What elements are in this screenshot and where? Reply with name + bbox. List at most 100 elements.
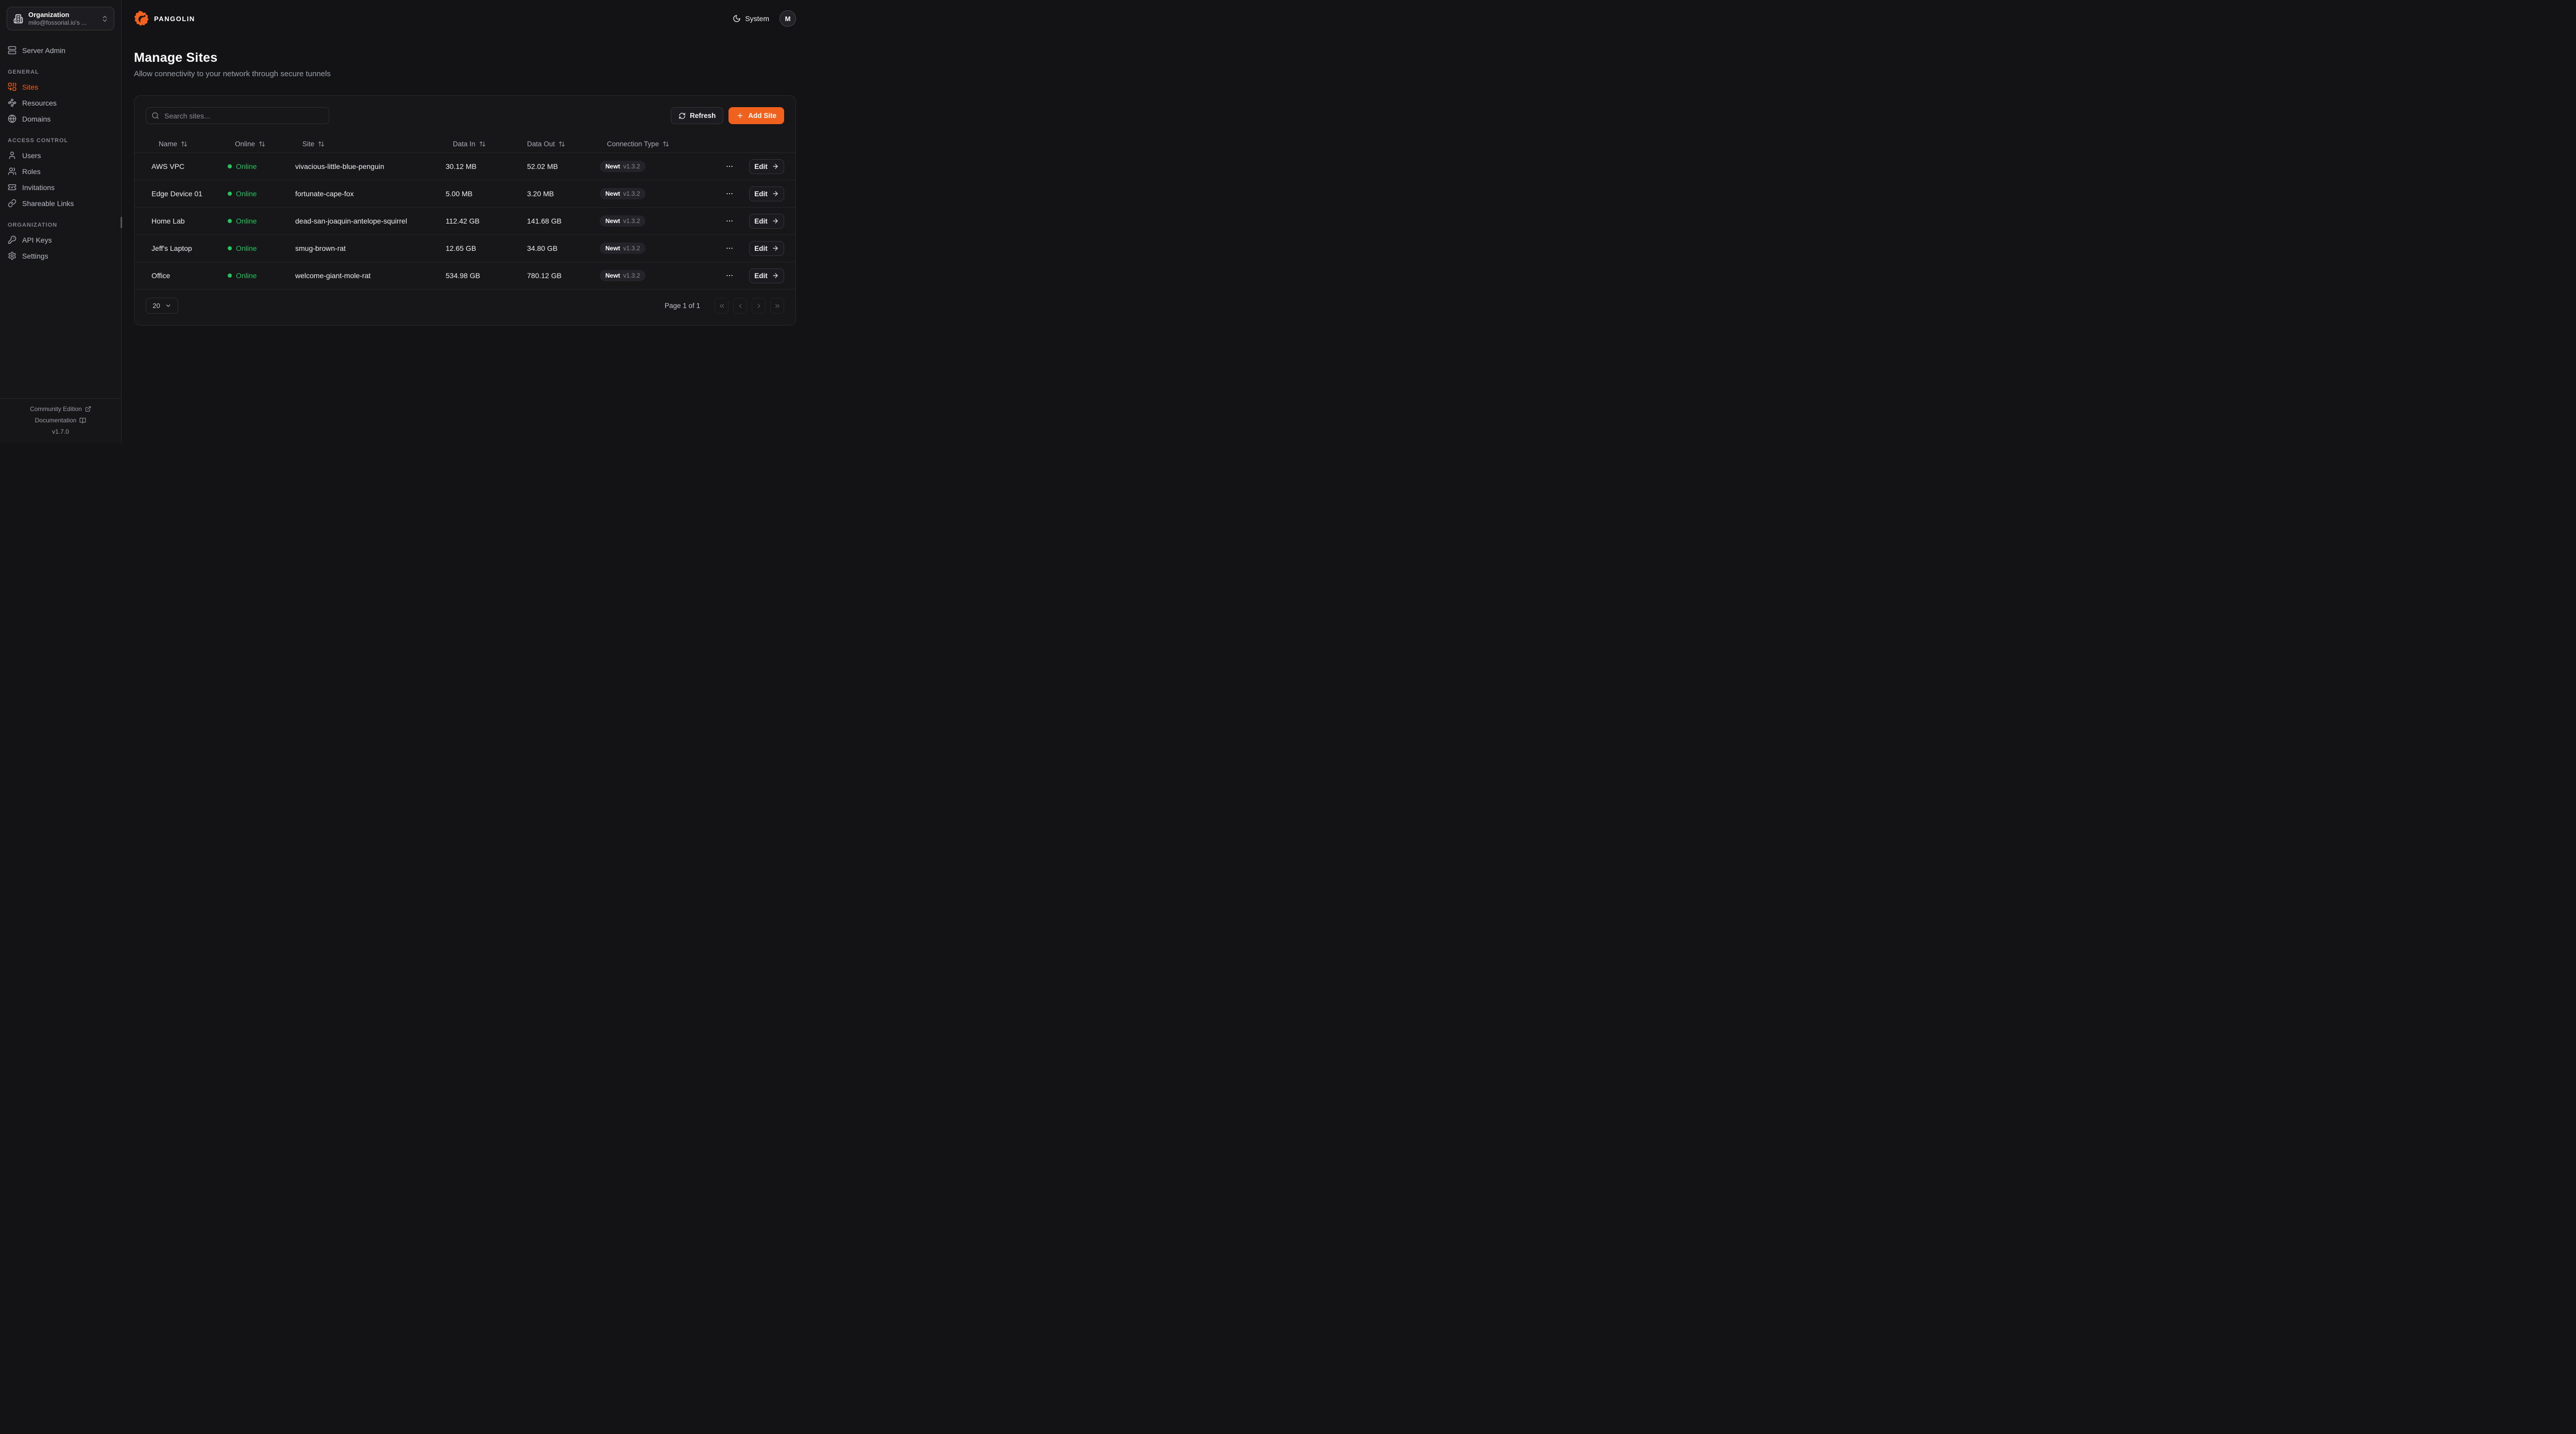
column-label: Connection Type (607, 140, 659, 148)
sidebar-item-invitations[interactable]: Invitations (8, 179, 113, 195)
column-label: Site (302, 140, 315, 148)
column-header-online[interactable]: Online (228, 140, 295, 148)
row-online-cell: Online (228, 271, 295, 280)
sidebar-item-label: Roles (22, 167, 41, 176)
previous-page-button[interactable] (733, 298, 747, 314)
sidebar-item-label: Shareable Links (22, 199, 74, 208)
column-header-site[interactable]: Site (295, 140, 446, 148)
topbar-right: System M (733, 10, 796, 27)
moon-icon (733, 14, 741, 23)
edit-site-button[interactable]: Edit (749, 186, 784, 201)
page-indicator: Page 1 of 1 (664, 302, 700, 310)
row-connection-cell: Newt v1.3.2 (600, 243, 722, 254)
connection-badge-version: v1.3.2 (623, 190, 640, 197)
sort-icon (558, 141, 565, 147)
sidebar-item-server-admin[interactable]: Server Admin (8, 42, 113, 58)
column-label: Name (159, 140, 178, 148)
table-body: AWS VPC Online vivacious-little-blue-pen… (134, 153, 795, 289)
row-data-out: 141.68 GB (527, 217, 562, 225)
page-title: Manage Sites (134, 50, 218, 65)
sidebar-item-roles[interactable]: Roles (8, 163, 113, 179)
users-icon (8, 167, 16, 176)
community-edition-link[interactable]: Community Edition (0, 403, 121, 415)
row-status-label: Online (236, 162, 257, 170)
page-size-value: 20 (152, 302, 160, 310)
edit-site-button[interactable]: Edit (749, 213, 784, 229)
sidebar-nav: Server Admin GENERAL Sites Resources Dom… (0, 37, 121, 398)
sidebar-item-api-keys[interactable]: API Keys (8, 232, 113, 248)
table-header: Name Online Site Data In Data Out Connec… (134, 135, 795, 153)
last-page-button[interactable] (770, 298, 784, 314)
search-sites-input[interactable] (146, 107, 329, 124)
column-header-connection-type[interactable]: Connection Type (600, 140, 722, 148)
add-site-button-label: Add Site (748, 112, 776, 120)
sidebar-item-label: API Keys (22, 235, 52, 244)
row-actions-menu-button[interactable] (722, 162, 737, 170)
row-data-in: 534.98 GB (446, 271, 480, 280)
table-row: Edge Device 01 Online fortunate-cape-fox… (134, 180, 795, 208)
row-actions-menu-button[interactable] (722, 271, 737, 280)
connection-type-badge: Newt v1.3.2 (600, 188, 646, 199)
theme-toggle[interactable]: System (733, 14, 769, 23)
connection-badge-name: Newt (605, 163, 620, 170)
sidebar-item-label: Server Admin (22, 46, 66, 55)
connection-type-badge: Newt v1.3.2 (600, 161, 646, 172)
combine-icon (8, 82, 16, 91)
online-status-dot (228, 164, 232, 168)
row-connection-cell: Newt v1.3.2 (600, 270, 722, 281)
community-edition-label: Community Edition (30, 405, 82, 413)
chevron-down-icon (165, 302, 172, 309)
waypoints-icon (8, 98, 16, 107)
sidebar-item-shareable-links[interactable]: Shareable Links (8, 195, 113, 211)
sidebar-resize-handle[interactable] (121, 217, 122, 228)
sidebar-item-users[interactable]: Users (8, 147, 113, 163)
sidebar-item-resources[interactable]: Resources (8, 95, 113, 111)
row-actions-menu-button[interactable] (722, 217, 737, 225)
sidebar-item-settings[interactable]: Settings (8, 248, 113, 264)
section-label-access-control: ACCESS CONTROL (8, 138, 69, 144)
row-name: Office (151, 271, 171, 280)
add-site-button[interactable]: Add Site (728, 107, 784, 124)
edit-site-button[interactable]: Edit (749, 241, 784, 256)
edit-button-label: Edit (754, 244, 768, 252)
sidebar-item-sites[interactable]: Sites (8, 79, 113, 95)
page-size-select[interactable]: 20 (146, 298, 178, 314)
edit-site-button[interactable]: Edit (749, 159, 784, 174)
next-page-button[interactable] (752, 298, 766, 314)
column-label: Data Out (527, 140, 555, 148)
edit-button-label: Edit (754, 162, 768, 170)
sort-icon (479, 141, 486, 147)
row-actions-menu-button[interactable] (722, 190, 737, 198)
brand-name: PANGOLIN (154, 14, 195, 23)
online-status-dot (228, 192, 232, 196)
column-header-data-out[interactable]: Data Out (527, 140, 600, 148)
connection-badge-name: Newt (605, 190, 620, 197)
section-label-organization: ORGANIZATION (8, 222, 58, 228)
edit-button-label: Edit (754, 190, 768, 198)
row-name: Jeff's Laptop (151, 244, 192, 252)
arrow-right-icon (772, 272, 779, 279)
org-selector[interactable]: Organization milo@fossorial.io's ... (7, 7, 114, 30)
sidebar-item-domains[interactable]: Domains (8, 111, 113, 127)
row-data-out: 780.12 GB (527, 271, 562, 280)
first-page-button[interactable] (715, 298, 728, 314)
org-selector-texts: Organization milo@fossorial.io's ... (28, 10, 101, 27)
gear-icon (8, 251, 16, 260)
refresh-button[interactable]: Refresh (670, 107, 724, 124)
edit-site-button[interactable]: Edit (749, 268, 784, 283)
connection-badge-name: Newt (605, 217, 620, 225)
connection-badge-version: v1.3.2 (623, 272, 640, 279)
documentation-link[interactable]: Documentation (0, 415, 121, 426)
brand-logo: PANGOLIN (134, 11, 195, 26)
row-actions-menu-button[interactable] (722, 244, 737, 252)
row-online-cell: Online (228, 244, 295, 252)
arrow-right-icon (772, 163, 779, 170)
link-icon (8, 199, 16, 208)
row-site: smug-brown-rat (295, 244, 346, 252)
table-row: Jeff's Laptop Online smug-brown-rat 12.6… (134, 235, 795, 262)
column-header-data-in[interactable]: Data In (446, 140, 527, 148)
user-avatar[interactable]: M (779, 10, 796, 27)
row-status-label: Online (236, 271, 257, 280)
column-header-name[interactable]: Name (151, 140, 228, 148)
sidebar-item-label: Users (22, 151, 41, 160)
